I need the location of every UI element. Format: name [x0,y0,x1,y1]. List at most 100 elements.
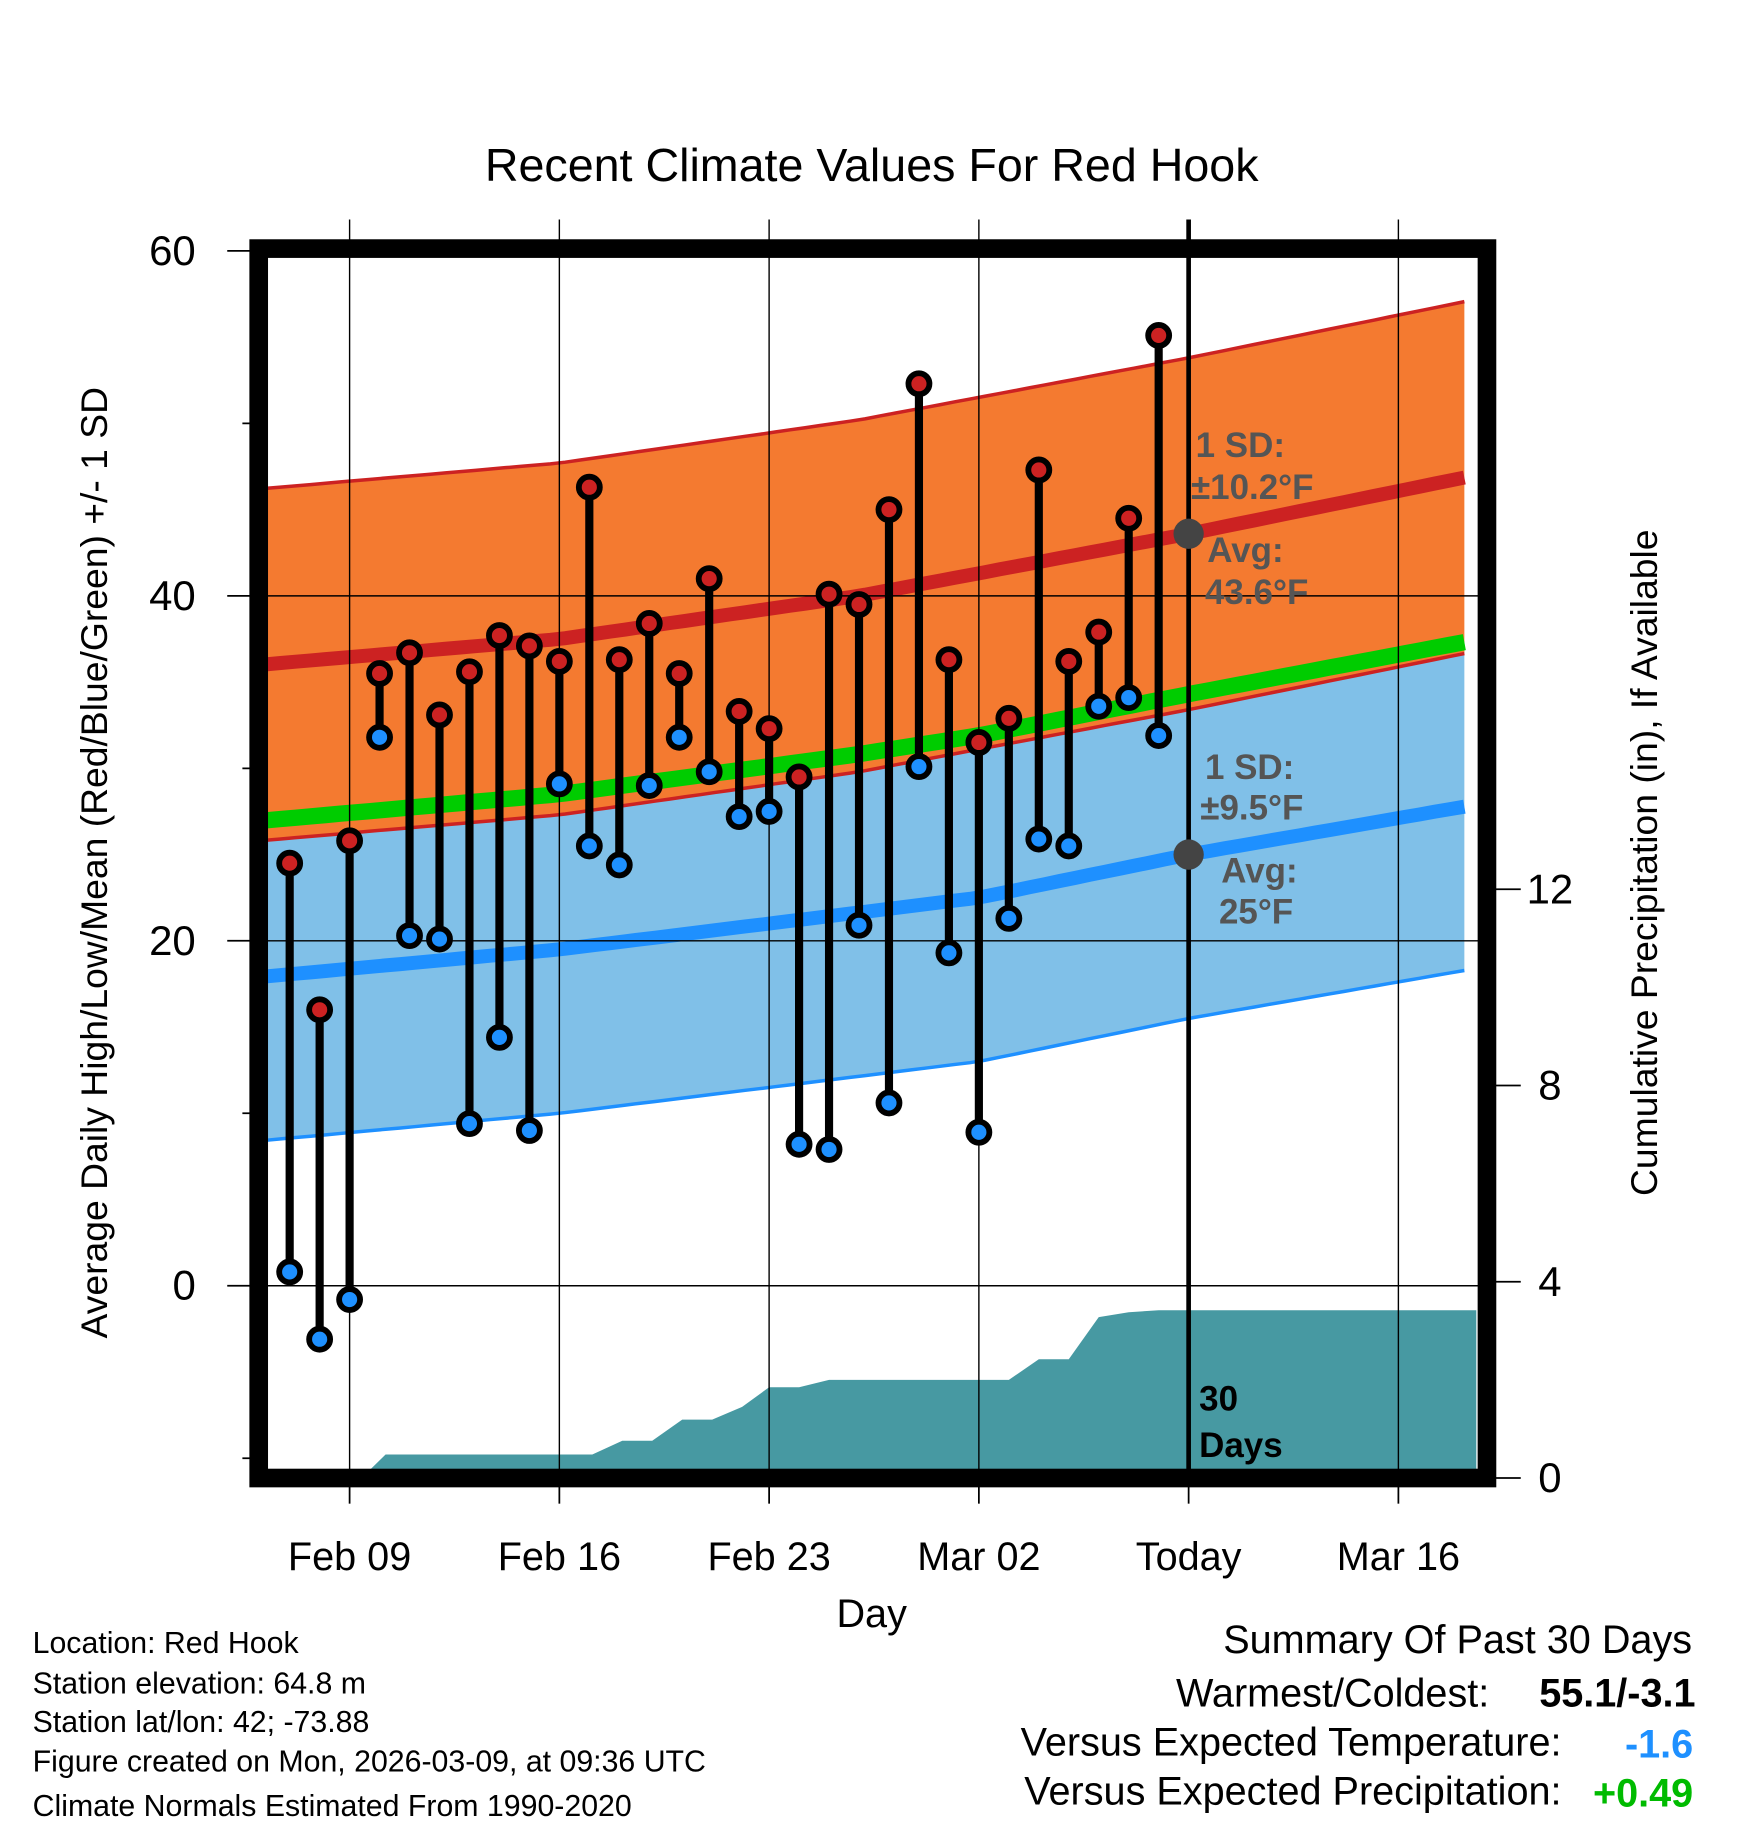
summary-panel: Summary Of Past 30 Days Warmest/Coldest:… [1021,1618,1696,1816]
high-point [545,648,573,675]
high-point [965,729,993,756]
low-point [845,911,873,939]
high-sd-label: 1 SD: [1196,426,1285,465]
high-point [605,646,633,674]
x-tick-label-mar-16: Mar 16 [1337,1535,1460,1579]
high-point [396,639,423,667]
high-point [905,370,933,398]
low-point [396,922,423,950]
high-band-upper-edge [250,299,1465,492]
summary-warmest-value: 55.1/-3.1 [1539,1671,1695,1715]
low-point [785,1130,813,1158]
low-point [276,1258,304,1286]
high-point [1025,456,1053,484]
y-tick-label: 40 [149,572,196,619]
low-point [1025,825,1053,853]
low-point [1145,722,1173,749]
low-point [456,1110,483,1138]
axis-ticks: Feb 09 Feb 16 Feb 23 Mar 02 Today Mar 1660402… [149,227,1573,1579]
info-normals: Climate Normals Estimated From 1990-2020 [33,1790,632,1823]
low-point [1115,684,1143,712]
high-point [575,473,603,501]
window-label-days: Days [1199,1426,1283,1465]
summary-title: Summary Of Past 30 Days [1223,1618,1692,1662]
high-point [306,996,334,1024]
info-latlon: Station lat/lon: 42; -73.88 [33,1706,370,1739]
x-tick-label-mar-02: Mar 02 [917,1535,1040,1579]
y-axis-label: Average Daily High/Low/Mean (Red/Blue/Gr… [73,387,115,1338]
low-point [815,1136,843,1163]
summary-precip-value: +0.49 [1593,1772,1693,1816]
low-point [426,925,453,953]
y2-tick-label: 4 [1538,1258,1561,1305]
low-point [336,1286,364,1313]
precipitation-area [361,1310,1477,1479]
high-point [785,763,813,791]
high-point [665,660,693,687]
high-avg-value: 43.6°F [1205,573,1308,612]
high-point [1055,648,1083,675]
low-point [1085,692,1113,720]
high-point [995,704,1023,732]
high-point [515,632,543,660]
high-point [336,827,364,855]
low-point [695,758,723,786]
low-sd-value: ±9.5°F [1200,789,1303,828]
x-tick-label-feb-16: Feb 16 [498,1535,621,1579]
summary-warmest-label: Warmest/Coldest: [1176,1671,1489,1715]
low-avg-value: 25°F [1219,892,1293,931]
y-tick-label: 0 [172,1262,195,1309]
high-point [456,658,483,686]
low-sd-label: 1 SD: [1205,748,1294,787]
high-point [935,646,963,674]
precip-area [361,1310,1477,1479]
high-avg-dot [1173,518,1204,549]
x-axis-label: Day [836,1592,907,1636]
high-point [635,610,663,637]
x-tick-label-today: Today [1136,1535,1242,1579]
y2-axis-label: Cumulative Precipitation (in), If Availa… [1623,529,1665,1196]
info-location: Location: Red Hook [33,1627,300,1660]
low-avg-label: Avg: [1221,852,1297,891]
high-point [1115,504,1143,532]
high-point [815,580,843,608]
high-point [366,660,393,687]
high-point [1085,618,1113,646]
high-point [1145,322,1173,349]
low-point [755,798,783,825]
y-tick-label: 20 [149,917,196,964]
low-point [725,803,753,831]
low-band-lower-edge [250,968,1465,1144]
low-point [515,1117,543,1144]
high-point [755,715,783,743]
plot-frame [249,239,1497,1488]
low-point [965,1118,993,1146]
summary-temp-label: Versus Expected Temperature: [1021,1720,1562,1764]
high-point [725,698,753,725]
info-elevation: Station elevation: 64.8 m [33,1668,366,1701]
high-point [875,496,903,524]
station-info: Location: Red Hook Station elevation: 64… [33,1627,706,1823]
low-point [935,939,963,967]
low-point [545,770,573,798]
low-point [905,753,933,781]
low-point [306,1325,334,1353]
high-point [276,849,304,877]
window-label-num: 30 [1199,1379,1238,1418]
high-point [845,591,873,618]
summary-precip-label: Versus Expected Precipitation: [1024,1769,1561,1813]
info-created: Figure created on Mon, 2026-03-09, at 09… [33,1746,706,1779]
low-point [1055,832,1083,860]
low-point [575,832,603,860]
x-tick-label-feb-09: Feb 09 [288,1535,411,1579]
high-point [426,701,453,729]
y2-tick-label: 0 [1538,1454,1561,1501]
daily-marks [276,322,1204,1353]
y-tick-label: 60 [149,227,196,274]
low-point [605,851,633,879]
annotations: 1 SD: ±10.2°F Avg: 43.6°F 1 SD: ±9.5°F A… [1191,426,1314,1465]
low-point [366,723,393,751]
y2-tick-label: 8 [1538,1062,1561,1109]
low-point [486,1023,513,1051]
